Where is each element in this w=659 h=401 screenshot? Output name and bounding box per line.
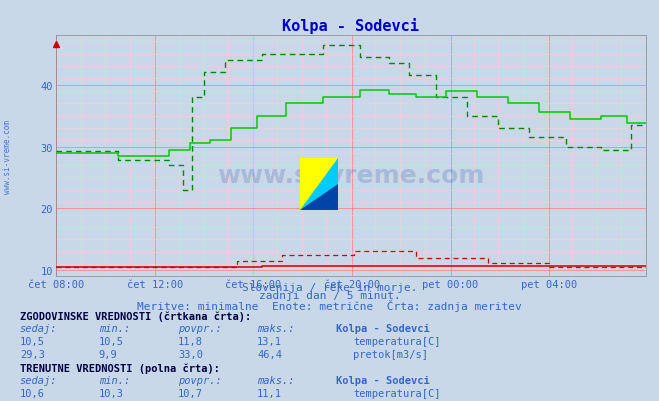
Text: TRENUTNE VREDNOSTI (polna črta):: TRENUTNE VREDNOSTI (polna črta): [20, 362, 219, 373]
Text: zadnji dan / 5 minut.: zadnji dan / 5 minut. [258, 291, 401, 301]
Text: Kolpa - Sodevci: Kolpa - Sodevci [336, 324, 430, 334]
Text: 10,5: 10,5 [20, 336, 45, 346]
Text: sedaj:: sedaj: [20, 375, 57, 385]
Text: 13,1: 13,1 [257, 336, 282, 346]
Text: 33,0: 33,0 [178, 349, 203, 359]
Text: 10,6: 10,6 [20, 388, 45, 398]
Text: povpr.:: povpr.: [178, 375, 221, 385]
Text: Meritve: minimalne  Enote: metrične  Črta: zadnja meritev: Meritve: minimalne Enote: metrične Črta:… [137, 299, 522, 311]
Text: www.si-vreme.com: www.si-vreme.com [3, 119, 12, 193]
Text: min.:: min.: [99, 375, 130, 385]
Text: 10,5: 10,5 [99, 336, 124, 346]
Text: maks.:: maks.: [257, 375, 295, 385]
Text: 46,4: 46,4 [257, 349, 282, 359]
Text: Slovenija / reke in morje.: Slovenija / reke in morje. [242, 282, 417, 292]
Text: www.si-vreme.com: www.si-vreme.com [217, 164, 484, 188]
Text: temperatura[C]: temperatura[C] [353, 388, 441, 398]
Polygon shape [300, 184, 338, 211]
Text: 11,8: 11,8 [178, 336, 203, 346]
Text: 29,3: 29,3 [20, 349, 45, 359]
Text: min.:: min.: [99, 324, 130, 334]
Text: 10,7: 10,7 [178, 388, 203, 398]
Text: Kolpa - Sodevci: Kolpa - Sodevci [336, 375, 430, 385]
Text: 11,1: 11,1 [257, 388, 282, 398]
Polygon shape [300, 158, 338, 211]
Polygon shape [300, 158, 338, 211]
Text: sedaj:: sedaj: [20, 324, 57, 334]
Title: Kolpa - Sodevci: Kolpa - Sodevci [283, 18, 419, 34]
Text: ZGODOVINSKE VREDNOSTI (črtkana črta):: ZGODOVINSKE VREDNOSTI (črtkana črta): [20, 311, 251, 321]
Text: 9,9: 9,9 [99, 349, 117, 359]
Text: temperatura[C]: temperatura[C] [353, 336, 441, 346]
Text: maks.:: maks.: [257, 324, 295, 334]
Text: 10,3: 10,3 [99, 388, 124, 398]
Text: povpr.:: povpr.: [178, 324, 221, 334]
Text: pretok[m3/s]: pretok[m3/s] [353, 349, 428, 359]
